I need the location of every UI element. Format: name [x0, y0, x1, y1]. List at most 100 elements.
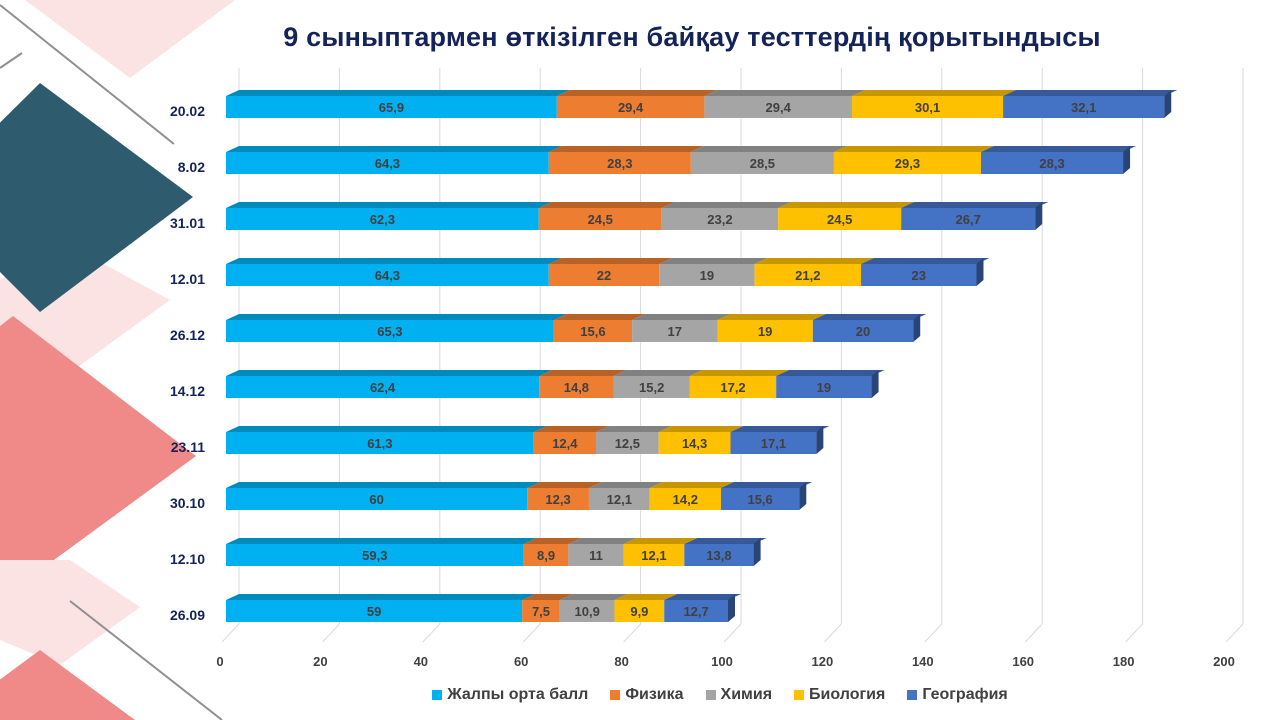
data-labels: 65,9 29,4 29,4 30,1 32,1 64,3 28,3 28,5 29,3 28,3…: [362, 100, 1096, 619]
bar-side: [1123, 146, 1131, 174]
bar-segment-top: [754, 258, 875, 264]
legend-label: Физика: [625, 686, 684, 703]
data-label: 14,3: [682, 436, 707, 451]
category-label: 26.09: [170, 607, 205, 623]
bar-segment-top: [553, 314, 646, 320]
data-label: 64,3: [375, 156, 400, 171]
legend-item: Физика: [610, 686, 684, 704]
bar-segment-top: [623, 538, 698, 544]
bar-segment: [689, 376, 777, 398]
legend-label: Жалпы орта балл: [447, 686, 589, 703]
data-label: 23: [912, 268, 926, 283]
data-label: 59: [367, 604, 381, 619]
data-label: 59,3: [362, 548, 387, 563]
bar-side: [871, 370, 879, 398]
bar-row: [226, 482, 813, 510]
bar-segment-top: [539, 370, 627, 376]
floor-gridline: [422, 623, 441, 643]
bar-segment: [226, 544, 524, 566]
bar-segment: [778, 208, 902, 230]
bar-segment: [632, 320, 718, 342]
legend-swatch: [794, 690, 805, 700]
legend-item: География: [907, 686, 1008, 704]
bar-segment-top: [689, 370, 790, 376]
bar-segment-top: [595, 426, 672, 432]
legend-swatch: [705, 690, 716, 700]
x-tick-label: 0: [216, 654, 223, 669]
decor-line-top: [0, 4, 175, 145]
data-label: 65,3: [377, 324, 402, 339]
data-label: 22: [597, 268, 611, 283]
bar-segment-top: [717, 314, 826, 320]
bar-segment: [684, 544, 754, 566]
bar-segment-top: [661, 202, 792, 208]
decor-line-bottom: [69, 600, 223, 720]
data-label: 17: [668, 324, 682, 339]
bar-segment-top: [812, 314, 927, 320]
x-tick-label: 40: [414, 654, 428, 669]
data-label: 7,5: [532, 604, 550, 619]
bar-segment: [754, 264, 862, 286]
bar-segment-top: [851, 90, 1017, 96]
bar-segment: [661, 208, 779, 230]
bar-segment-top: [690, 146, 847, 152]
legend-label: География: [922, 686, 1008, 703]
legend-swatch: [610, 690, 621, 700]
bar-segment-top: [522, 594, 573, 600]
legend-label: Химия: [720, 686, 773, 703]
bars: [226, 90, 1178, 622]
category-label: 12.10: [170, 551, 205, 567]
bar-segment: [226, 320, 554, 342]
data-label: 14,2: [673, 492, 698, 507]
bar-segment: [704, 96, 852, 118]
bar-side: [976, 258, 984, 286]
bar-segment-top: [730, 426, 830, 432]
data-label: 19: [758, 324, 772, 339]
x-tick-label: 60: [514, 654, 528, 669]
bar-segment: [613, 376, 690, 398]
bar-segment: [226, 432, 534, 454]
bar-segment: [901, 208, 1036, 230]
bar-segment-top: [861, 258, 990, 264]
bar-segment: [981, 152, 1124, 174]
bar-segment-top: [226, 146, 562, 152]
bar-segment: [523, 544, 569, 566]
bar-segment: [659, 264, 755, 286]
bar-segment: [548, 264, 660, 286]
floor-gridline: [1024, 623, 1043, 643]
category-label: 14.12: [170, 383, 205, 399]
decor-line-top-short: [0, 52, 23, 69]
bar-segment-top: [523, 538, 582, 544]
bar-row: [226, 594, 741, 622]
bar-segment: [226, 152, 549, 174]
category-label: 23.11: [171, 439, 205, 455]
bar-segment: [812, 320, 914, 342]
legend-swatch: [432, 690, 443, 700]
data-label: 10,9: [575, 604, 600, 619]
bar-segment: [717, 320, 813, 342]
bar-segment-top: [527, 482, 602, 488]
data-label: 12,1: [641, 548, 666, 563]
floor-gridline: [1125, 623, 1143, 643]
data-label: 30,1: [915, 100, 940, 115]
bar-row: [226, 202, 1049, 230]
floor-gridline: [623, 623, 641, 643]
bar-segment: [614, 600, 665, 622]
data-label: 28,3: [1039, 156, 1064, 171]
bar-segment: [553, 320, 633, 342]
category-label: 20.02: [170, 103, 205, 119]
data-label: 12,4: [552, 436, 578, 451]
bar-segment: [568, 544, 624, 566]
bar-segment-top: [981, 146, 1137, 152]
bar-segment: [522, 600, 560, 622]
bar-segment: [226, 488, 528, 510]
bar-segment-top: [720, 482, 813, 488]
data-label: 8,9: [537, 548, 555, 563]
bar-segment: [559, 600, 615, 622]
data-label: 20: [856, 324, 870, 339]
category-label: 30.10: [170, 495, 205, 511]
x-tick-label: 200: [1213, 654, 1235, 669]
bar-segment-top: [226, 482, 541, 488]
